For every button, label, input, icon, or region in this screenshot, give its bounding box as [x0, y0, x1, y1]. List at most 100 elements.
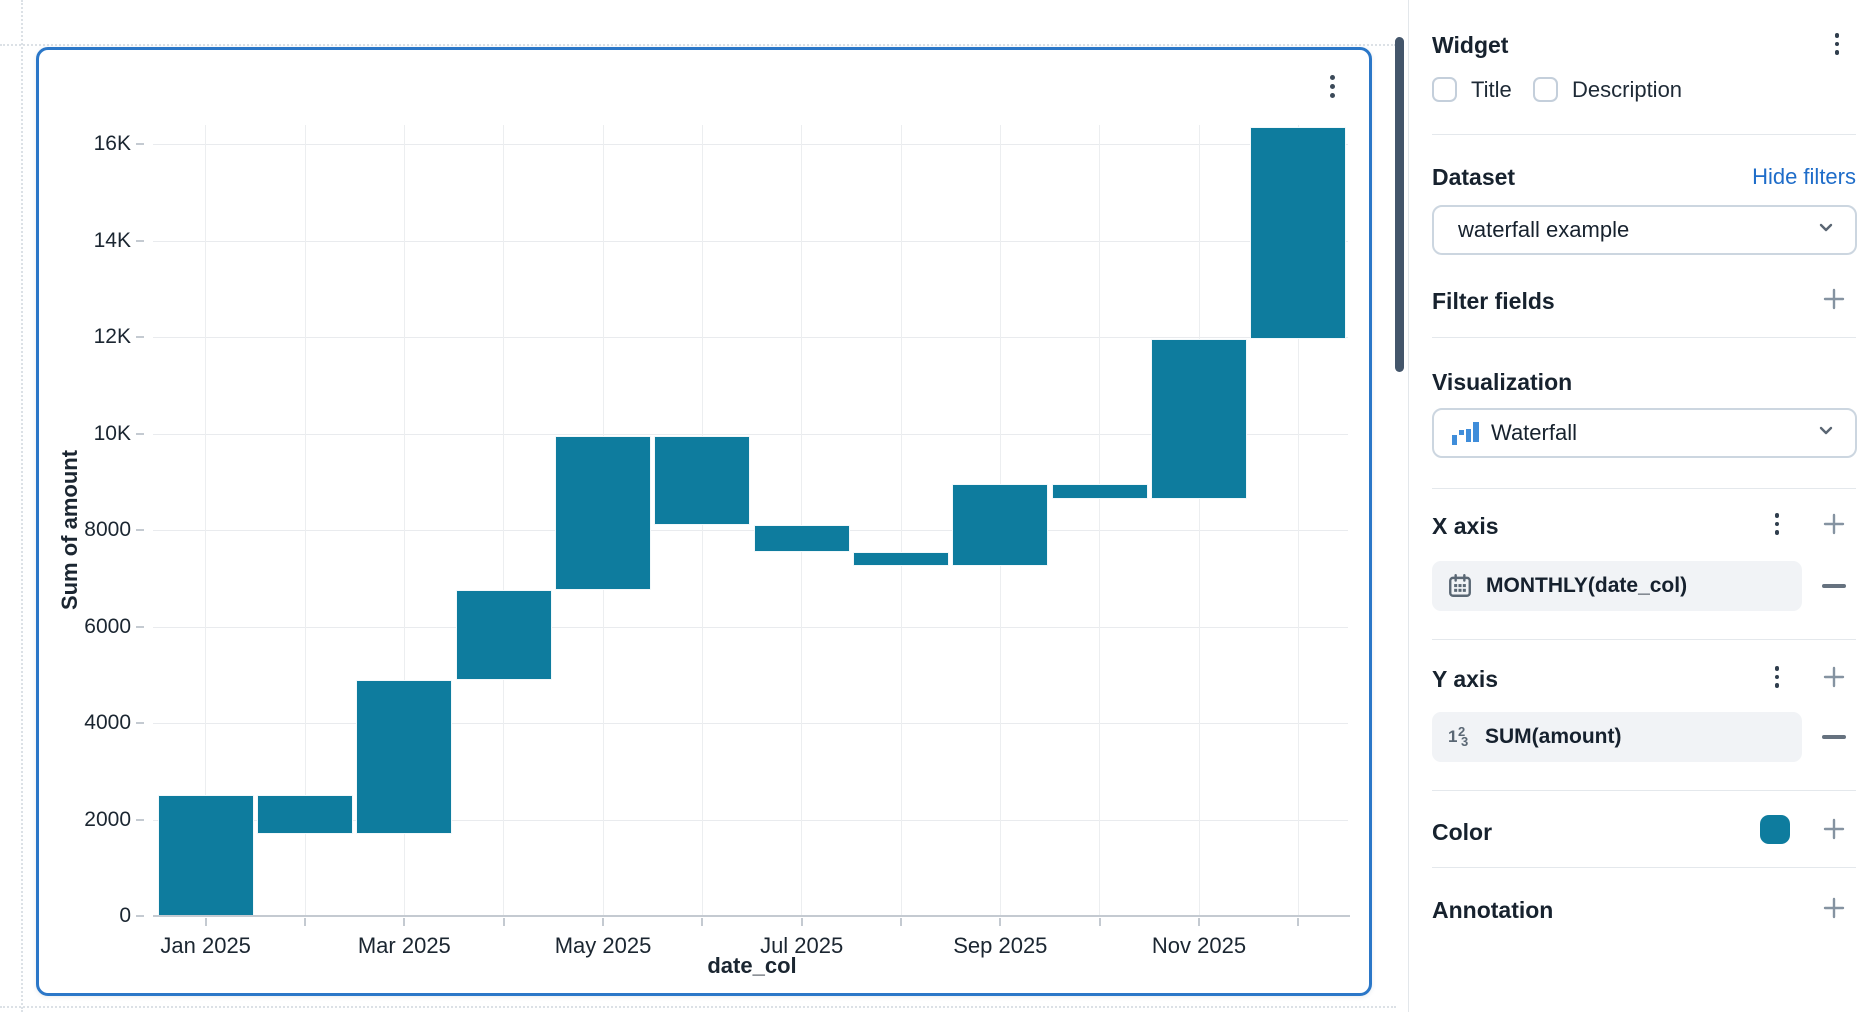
x-gridline [403, 125, 405, 916]
description-checkbox[interactable] [1533, 77, 1558, 102]
waterfall-bar[interactable] [455, 590, 552, 680]
x-gridline [900, 125, 902, 916]
waterfall-bar[interactable] [852, 551, 950, 567]
waterfall-bar[interactable] [554, 435, 652, 591]
y-gridline [153, 240, 1348, 242]
y-gridline [153, 337, 1348, 338]
add-annotation-plus-icon[interactable] [1821, 895, 1847, 921]
y-gridline [153, 433, 1348, 435]
y-tick-label: 10K [93, 421, 131, 445]
x-gridline [801, 125, 803, 916]
x-axis-field-pill[interactable]: MONTHLY(date_col) [1432, 561, 1802, 611]
waterfall-chart-icon [1452, 421, 1480, 445]
y-tick-mark [136, 625, 144, 628]
title-checkbox-label: Title [1471, 77, 1512, 102]
y-gridline [153, 723, 1348, 724]
x-tick-mark [900, 918, 902, 926]
x-tick-mark [999, 918, 1002, 926]
dataset-select[interactable]: waterfall example [1432, 205, 1857, 255]
x-tick-mark [304, 918, 306, 926]
y-axis-section-title: Y axis [1432, 666, 1499, 692]
x-tick-label: May 2025 [554, 933, 652, 958]
y-axis-field-label: SUM(amount) [1485, 725, 1622, 748]
add-y-axis-plus-icon[interactable] [1821, 664, 1847, 690]
x-gridline [205, 125, 207, 916]
add-filter-field-plus-icon[interactable] [1821, 286, 1847, 312]
settings-panel: Widget Title Description Dataset Hide fi… [1410, 0, 1864, 1012]
waterfall-bar[interactable] [356, 679, 453, 834]
waterfall-bar[interactable] [753, 525, 850, 552]
y-gridline [153, 626, 1348, 628]
waterfall-bar[interactable] [952, 484, 1049, 567]
x-tick-mark [1098, 918, 1101, 926]
section-divider [1432, 134, 1856, 135]
y-tick-label: 14K [93, 228, 131, 252]
widget-options-kebab-icon[interactable] [1828, 29, 1846, 59]
filter-fields-section-title: Filter fields [1432, 288, 1555, 314]
y-tick-label: 0 [119, 904, 131, 927]
y-tick-mark [136, 239, 144, 242]
x-tick-mark [1297, 918, 1300, 926]
y-tick-mark [136, 722, 144, 724]
y-tick-label: 8000 [84, 518, 131, 541]
color-swatch[interactable] [1760, 815, 1790, 844]
title-checkbox[interactable] [1432, 77, 1457, 102]
widget-kebab-icon[interactable] [1319, 68, 1345, 104]
panel-divider [1408, 0, 1409, 1012]
y-tick-label: 12K [93, 325, 131, 348]
y-axis-options-kebab-icon[interactable] [1768, 662, 1786, 692]
waterfall-bar[interactable] [654, 435, 751, 526]
y-tick-mark [136, 529, 144, 531]
waterfall-bar[interactable] [1150, 339, 1248, 499]
visualization-section-title: Visualization [1432, 369, 1573, 395]
visualization-select[interactable]: Waterfall [1432, 408, 1857, 458]
description-checkbox-label: Description [1572, 77, 1683, 102]
remove-y-axis-minus-icon[interactable] [1822, 735, 1846, 739]
section-divider [1432, 867, 1856, 868]
dashboard-grid-dots [21, 0, 23, 1012]
waterfall-bar[interactable] [256, 795, 354, 834]
x-tick-mark [800, 918, 803, 926]
x-tick-label: Mar 2025 [357, 933, 451, 958]
x-gridline [1198, 125, 1200, 916]
y-tick-label: 6000 [84, 614, 131, 638]
canvas-scrollbar[interactable] [1395, 37, 1404, 372]
x-gridline [1297, 125, 1299, 916]
dashboard-grid-dots [0, 1006, 1396, 1008]
section-divider [1432, 337, 1856, 338]
x-axis-section-title: X axis [1432, 513, 1499, 539]
dashboard-canvas: Sum of amount date_col 0 2000 4000 6000 8000… [0, 0, 1396, 1012]
x-tick-label: Jul 2025 [760, 933, 844, 958]
y-tick-mark [136, 336, 144, 338]
x-gridline [304, 125, 306, 916]
x-tick-mark [502, 918, 505, 926]
waterfall-bar[interactable] [1051, 484, 1148, 499]
chart-widget-card[interactable]: Sum of amount date_col 0 2000 4000 6000 8000… [36, 47, 1372, 996]
section-divider [1432, 790, 1856, 791]
dashboard-grid-dots [0, 44, 1396, 46]
y-tick-mark [136, 915, 144, 917]
section-divider [1432, 488, 1856, 489]
y-tick-label: 2000 [84, 807, 131, 831]
calendar-icon [1449, 573, 1471, 597]
waterfall-chart: Sum of amount date_col 0 2000 4000 6000 8000… [39, 50, 1369, 993]
dataset-select-value: waterfall example [1458, 217, 1630, 242]
x-tick-mark [701, 918, 704, 926]
x-axis-line [153, 915, 1350, 917]
hide-filters-link[interactable]: Hide filters [1752, 164, 1856, 189]
waterfall-bar[interactable] [157, 795, 254, 916]
add-x-axis-plus-icon[interactable] [1821, 511, 1847, 537]
chevron-down-icon [1815, 217, 1837, 244]
remove-x-axis-minus-icon[interactable] [1822, 584, 1846, 588]
add-color-plus-icon[interactable] [1821, 816, 1847, 842]
widget-section-title: Widget [1432, 32, 1509, 58]
y-tick-label: 4000 [84, 711, 131, 734]
x-axis-options-kebab-icon[interactable] [1768, 509, 1786, 539]
y-gridline [153, 819, 1348, 821]
waterfall-bar[interactable] [1250, 127, 1347, 340]
x-axis-title: date_col [707, 953, 797, 978]
y-gridline [153, 530, 1348, 531]
